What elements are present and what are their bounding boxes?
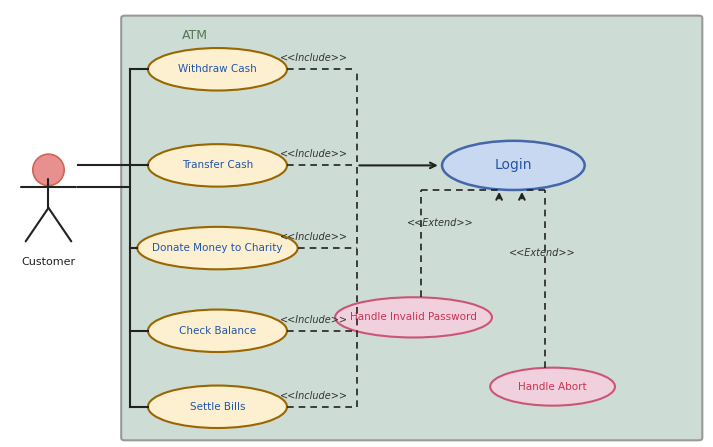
Ellipse shape — [148, 310, 287, 352]
Ellipse shape — [33, 154, 64, 186]
Ellipse shape — [442, 141, 585, 190]
Text: Customer: Customer — [21, 257, 76, 267]
Text: <<Extend>>: <<Extend>> — [407, 219, 474, 228]
Ellipse shape — [335, 297, 492, 337]
Text: Check Balance: Check Balance — [179, 326, 256, 336]
Ellipse shape — [148, 48, 287, 91]
Text: <<Extend>>: <<Extend>> — [508, 248, 575, 257]
Text: <<Include>>: <<Include>> — [279, 149, 348, 159]
FancyBboxPatch shape — [121, 16, 702, 440]
Text: Login: Login — [495, 158, 532, 173]
Text: Settle Bills: Settle Bills — [190, 402, 245, 412]
Text: Donate Money to Charity: Donate Money to Charity — [152, 243, 283, 253]
Text: Handle Abort: Handle Abort — [518, 382, 587, 392]
Ellipse shape — [148, 385, 287, 428]
Text: Transfer Cash: Transfer Cash — [182, 160, 253, 170]
Text: <<Include>>: <<Include>> — [279, 232, 348, 242]
Text: ATM: ATM — [182, 29, 207, 42]
Text: <<Include>>: <<Include>> — [279, 391, 348, 401]
Text: Handle Invalid Password: Handle Invalid Password — [350, 312, 477, 322]
Ellipse shape — [137, 227, 298, 269]
Text: Withdraw Cash: Withdraw Cash — [178, 64, 257, 74]
Ellipse shape — [148, 144, 287, 187]
Text: <<Include>>: <<Include>> — [279, 315, 348, 325]
Ellipse shape — [491, 367, 615, 406]
Text: <<Include>>: <<Include>> — [279, 53, 348, 63]
